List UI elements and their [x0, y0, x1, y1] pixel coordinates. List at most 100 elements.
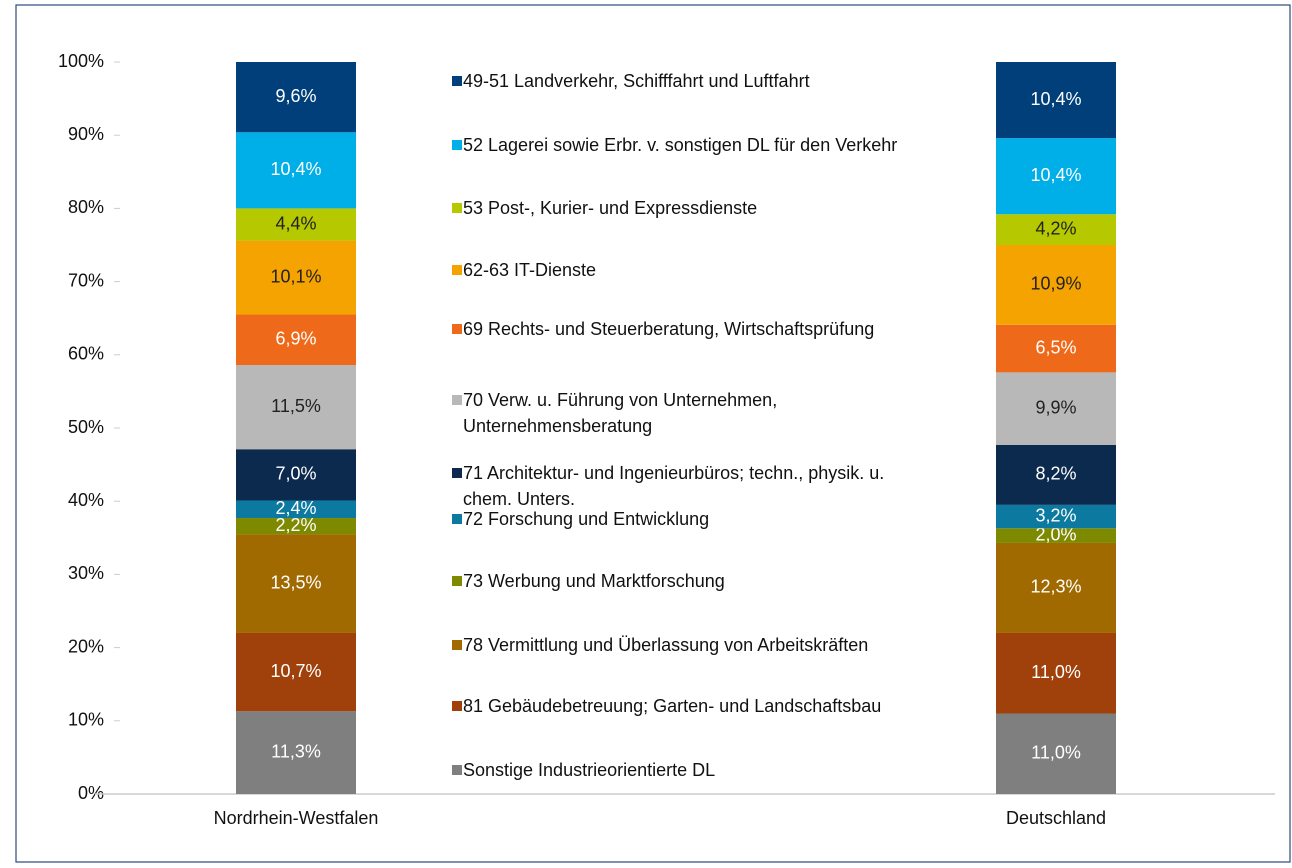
bar-segment	[996, 372, 1116, 445]
legend-entry: 71 Architektur- und Ingenieurbüros; tech…	[452, 460, 925, 512]
data-label: 9,9%	[1035, 397, 1076, 417]
bar-segment	[996, 324, 1116, 373]
bar-segment	[236, 314, 356, 366]
bar-segment	[236, 132, 356, 209]
legend-label: 73 Werbung und Marktforschung	[463, 571, 725, 591]
y-tick-label: 0%	[78, 783, 104, 803]
data-label: 6,5%	[1035, 337, 1076, 357]
legend-swatch	[452, 765, 462, 775]
y-tick-label: 10%	[68, 710, 104, 730]
legend-entry: 73 Werbung und Marktforschung	[452, 568, 925, 594]
data-label: 2,0%	[1035, 524, 1076, 544]
data-label: 10,9%	[1030, 274, 1081, 294]
data-label: 8,2%	[1035, 464, 1076, 484]
legend-swatch	[452, 701, 462, 711]
legend-swatch	[452, 324, 462, 334]
legend-entry: 72 Forschung und Entwicklung	[452, 506, 925, 532]
data-label: 2,2%	[275, 515, 316, 535]
bar-segment	[996, 528, 1116, 543]
y-tick-label: 90%	[68, 124, 104, 144]
data-label: 11,0%	[1031, 742, 1081, 762]
data-label: 10,4%	[1030, 89, 1081, 109]
data-label: 13,5%	[270, 572, 321, 592]
y-tick-label: 30%	[68, 563, 104, 583]
data-label: 11,0%	[1031, 662, 1081, 682]
legend-label: 71 Architektur- und Ingenieurbüros; tech…	[463, 463, 885, 509]
legend-label: 78 Vermittlung und Überlassung von Arbei…	[463, 635, 869, 655]
legend-entry: 49-51 Landverkehr, Schifffahrt und Luftf…	[452, 68, 925, 94]
legend-entry: 62-63 IT-Dienste	[452, 257, 925, 283]
bar-segment	[236, 534, 356, 633]
bar-segment	[996, 542, 1116, 633]
legend-swatch	[452, 203, 462, 213]
data-label: 12,3%	[1030, 577, 1081, 597]
data-label: 2,4%	[275, 498, 316, 518]
data-label: 10,7%	[270, 661, 321, 681]
legend-label: 69 Rechts- und Steuerberatung, Wirtschaf…	[463, 319, 875, 339]
bar-segment	[996, 504, 1116, 529]
y-tick-label: 50%	[68, 417, 104, 437]
legend-label: 53 Post-, Kurier- und Expressdienste	[463, 198, 758, 218]
bar-segment	[236, 208, 356, 241]
data-label: 10,4%	[1030, 165, 1081, 185]
legend-entry: 52 Lagerei sowie Erbr. v. sonstigen DL f…	[452, 132, 925, 158]
legend-swatch	[452, 514, 462, 524]
legend-swatch	[452, 140, 462, 150]
bar-segment	[996, 444, 1116, 505]
bar-segment	[996, 214, 1116, 245]
bar-segment	[236, 500, 356, 519]
legend-swatch	[452, 76, 462, 86]
bar-segment	[236, 365, 356, 450]
frame	[15, 4, 1291, 863]
legend-label: Sonstige Industrieorientierte DL	[463, 760, 716, 780]
legend-label: 49-51 Landverkehr, Schifffahrt und Luftf…	[463, 71, 810, 91]
legend-swatch	[452, 640, 462, 650]
y-tick-label: 60%	[68, 344, 104, 364]
y-tick-label: 40%	[68, 490, 104, 510]
data-label: 11,3%	[271, 741, 321, 761]
bar-segment	[236, 711, 356, 794]
data-label: 4,4%	[275, 213, 316, 233]
legend-swatch	[452, 576, 462, 586]
legend-entry: Sonstige Industrieorientierte DL	[452, 757, 925, 783]
bar-segment	[236, 518, 356, 535]
legend-entry: 81 Gebäudebetreuung; Garten- und Landsch…	[452, 693, 925, 719]
data-label: 9,6%	[275, 86, 316, 106]
data-label: 4,2%	[1035, 218, 1076, 238]
legend-label: 70 Verw. u. Führung von Unternehmen, Unt…	[463, 390, 778, 436]
legend-swatch	[452, 265, 462, 275]
legend-swatch	[452, 395, 462, 405]
bar-segment	[236, 62, 356, 133]
y-tick-label: 20%	[68, 636, 104, 656]
bar-segment	[236, 632, 356, 712]
bar-segment	[236, 449, 356, 501]
x-tick-label: Nordrhein-Westfalen	[214, 808, 379, 828]
y-tick-label: 100%	[58, 51, 104, 71]
legend-label: 62-63 IT-Dienste	[463, 260, 597, 280]
y-tick-label: 70%	[68, 270, 104, 290]
legend-label: 81 Gebäudebetreuung; Garten- und Landsch…	[463, 696, 882, 716]
legend-label: 52 Lagerei sowie Erbr. v. sonstigen DL f…	[463, 135, 898, 155]
legend-entry: 70 Verw. u. Führung von Unternehmen, Unt…	[452, 387, 925, 439]
data-label: 6,9%	[275, 329, 316, 349]
legend-entry: 53 Post-, Kurier- und Expressdienste	[452, 195, 925, 221]
bar-segment	[996, 245, 1116, 325]
legend-label: 72 Forschung und Entwicklung	[463, 509, 710, 529]
data-label: 10,4%	[270, 159, 321, 179]
data-label: 11,5%	[271, 396, 321, 416]
data-label: 10,1%	[270, 266, 321, 286]
bar-segment	[996, 632, 1116, 714]
legend-swatch	[452, 468, 462, 478]
bar-segment	[236, 240, 356, 315]
bar-segment	[996, 713, 1116, 794]
y-tick-label: 80%	[68, 197, 104, 217]
x-tick-label: Deutschland	[1006, 808, 1106, 828]
bar-segment	[996, 138, 1116, 215]
data-label: 3,2%	[1035, 505, 1076, 525]
bar-segment	[996, 62, 1116, 139]
legend-entry: 78 Vermittlung und Überlassung von Arbei…	[452, 632, 925, 658]
data-label: 7,0%	[275, 464, 316, 484]
legend-entry: 69 Rechts- und Steuerberatung, Wirtschaf…	[452, 316, 925, 342]
